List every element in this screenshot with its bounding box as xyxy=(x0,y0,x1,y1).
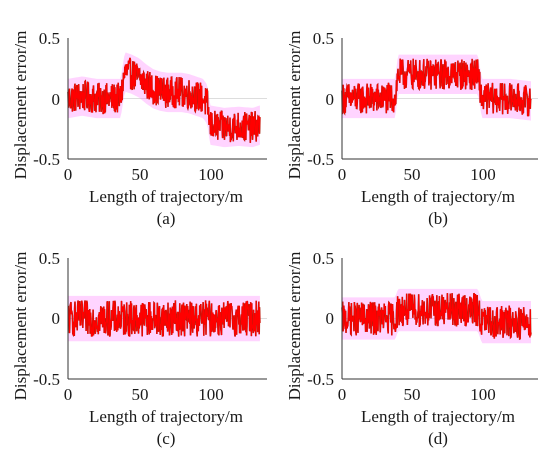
panel-a-ylabel: Displacement error/m xyxy=(11,31,30,180)
panel-d-xtick-100: 100 xyxy=(470,385,496,404)
panel-c-xtick-50: 50 xyxy=(132,385,149,404)
panel-d-caption: (d) xyxy=(428,429,448,448)
panel-d-xtick-0: 0 xyxy=(338,385,347,404)
error-series-line xyxy=(67,300,261,337)
panel-d-ytick-mid: 0 xyxy=(326,309,335,328)
panel-c-ylabel: Displacement error/m xyxy=(11,252,30,401)
panel-c: 0.5 0 -0.5 0 50 100 Length of trajectory… xyxy=(11,249,267,448)
panel-a-ytick-bottom: -0.5 xyxy=(33,150,60,169)
panel-a-xtick-100: 100 xyxy=(198,165,224,184)
error-series-line xyxy=(341,292,532,340)
panel-b-xtick-100: 100 xyxy=(470,165,496,184)
panel-b-xtick-0: 0 xyxy=(338,165,347,184)
panel-d-xlabel: Length of trajectory/m xyxy=(361,407,515,426)
panel-d-ytick-bottom: -0.5 xyxy=(307,370,334,389)
panel-c-xlabel: Length of trajectory/m xyxy=(89,407,243,426)
panel-c-ytick-mid: 0 xyxy=(52,309,61,328)
panel-a-plot xyxy=(67,38,267,160)
panel-d-ylabel: Displacement error/m xyxy=(285,252,304,401)
panel-a-ytick-mid: 0 xyxy=(52,90,61,109)
panel-a-caption: (a) xyxy=(157,209,176,228)
panel-c-ytick-top: 0.5 xyxy=(39,249,60,268)
panel-d: 0.5 0 -0.5 0 50 100 Length of trajectory… xyxy=(285,249,538,448)
panel-a: 0.5 0 -0.5 0 50 100 Length of trajectory… xyxy=(11,29,267,228)
panel-c-xtick-0: 0 xyxy=(64,385,73,404)
panel-c-plot xyxy=(67,258,267,380)
panel-b-ytick-mid: 0 xyxy=(326,90,335,109)
panel-d-ytick-top: 0.5 xyxy=(313,249,334,268)
panel-b-ytick-top: 0.5 xyxy=(313,29,334,48)
panel-b-xlabel: Length of trajectory/m xyxy=(361,187,515,206)
panel-d-plot xyxy=(341,258,538,380)
panel-d-xtick-50: 50 xyxy=(404,385,421,404)
error-series-line xyxy=(67,57,261,143)
error-series-line xyxy=(341,58,532,117)
panel-b-ylabel: Displacement error/m xyxy=(285,31,304,180)
panel-b-caption: (b) xyxy=(428,209,448,228)
panel-a-xtick-0: 0 xyxy=(64,165,73,184)
panel-b: 0.5 0 -0.5 0 50 100 Length of trajectory… xyxy=(285,29,538,228)
panel-b-plot xyxy=(341,38,538,160)
panel-c-caption: (c) xyxy=(157,429,176,448)
panel-a-ytick-top: 0.5 xyxy=(39,29,60,48)
panel-a-xtick-50: 50 xyxy=(132,165,149,184)
panel-a-xlabel: Length of trajectory/m xyxy=(89,187,243,206)
panel-b-ytick-bottom: -0.5 xyxy=(307,150,334,169)
panel-c-xtick-100: 100 xyxy=(198,385,224,404)
panel-b-xtick-50: 50 xyxy=(404,165,421,184)
panel-c-ytick-bottom: -0.5 xyxy=(33,370,60,389)
